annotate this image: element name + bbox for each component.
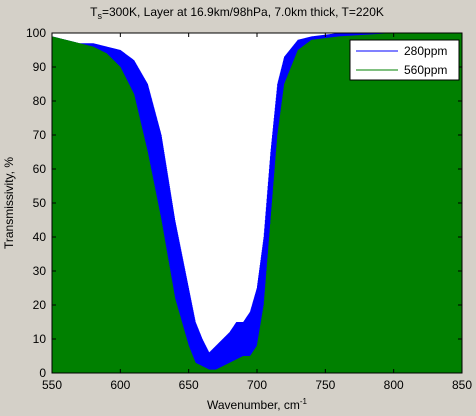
legend-label-560ppm: 560ppm (404, 63, 447, 77)
x-tick-label: 700 (247, 378, 267, 392)
x-tick-label: 650 (179, 378, 199, 392)
y-tick-label: 80 (33, 94, 47, 108)
y-tick-label: 50 (33, 196, 47, 210)
y-tick-label: 0 (39, 366, 46, 380)
chart-title: Ts=300K, Layer at 16.9km/98hPa, 7.0km th… (90, 5, 384, 21)
y-tick-label: 70 (33, 128, 47, 142)
y-tick-label: 10 (33, 332, 47, 346)
y-tick-label: 90 (33, 60, 47, 74)
series-line-560ppm (51, 32, 463, 374)
x-tick-label: 600 (110, 378, 130, 392)
legend-label-280ppm: 280ppm (404, 44, 447, 58)
x-axis-label: Wavenumber, cm-1 (207, 397, 308, 412)
y-tick-label: 20 (33, 298, 47, 312)
legend: 280ppm 560ppm (349, 39, 460, 81)
y-tick-label: 40 (33, 230, 47, 244)
y-axis-label: Transmissivity, % (2, 157, 16, 249)
y-tick-label: 30 (33, 264, 47, 278)
axes-layer: 550 600 650 700 750 800 850 0 10 20 30 40 50 60 70 80 90… (26, 26, 472, 392)
x-tick-label: 550 (42, 378, 62, 392)
y-tick-label: 60 (33, 162, 47, 176)
legend-box (349, 39, 460, 81)
series-layer (51, 32, 463, 374)
x-tick-label: 850 (452, 378, 472, 392)
x-tick-label: 750 (315, 378, 335, 392)
x-tick-label: 800 (384, 378, 404, 392)
y-tick-label: 100 (26, 26, 46, 40)
plot-frame (51, 32, 463, 374)
